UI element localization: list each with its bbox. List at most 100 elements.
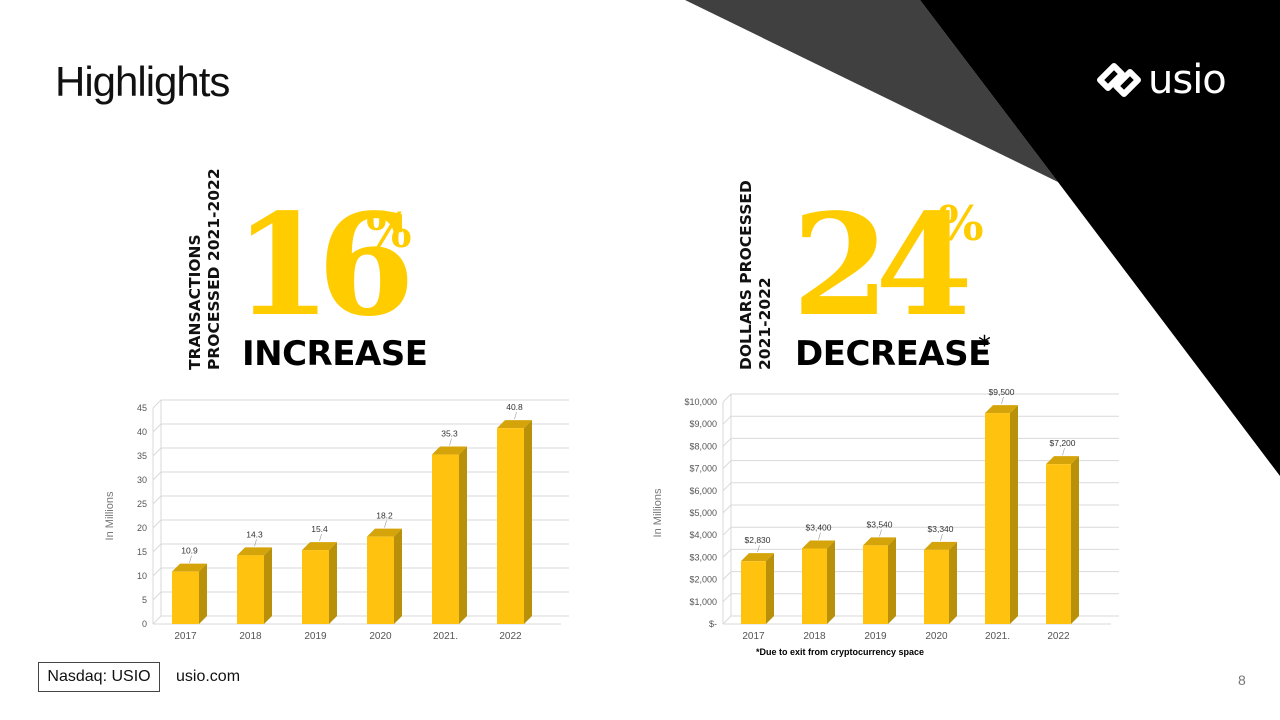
bar-side (199, 563, 207, 624)
y-tick-label: 25 (137, 499, 147, 509)
bar-2022 (1046, 456, 1079, 624)
bar-side (949, 541, 957, 624)
y-tick-label: $- (709, 619, 717, 629)
dollars-asterisk: * (978, 331, 991, 361)
bar-side (394, 528, 402, 624)
y-tick-label: 40 (137, 427, 147, 437)
y-tick-label: 5 (142, 595, 147, 605)
data-label: 18.2 (376, 511, 393, 521)
transactions-label-line2: PROCESSED 2021-2022 (205, 168, 223, 370)
bar-top (172, 563, 207, 572)
data-label-leader (514, 412, 517, 420)
x-tick-label: 2017 (742, 631, 765, 642)
ticker-box: Nasdaq: USIO (38, 662, 160, 692)
bar-2018 (802, 540, 835, 624)
data-label: $3,340 (928, 524, 954, 534)
data-label: $3,540 (867, 519, 893, 529)
data-label: 15.4 (311, 524, 328, 534)
black-triangle (920, 0, 1280, 476)
bar-side (1010, 405, 1018, 624)
footnote: *Due to exit from cryptocurrency space (756, 647, 925, 657)
y-axis-title: In Millions (104, 491, 116, 540)
x-tick-label: 2019 (864, 631, 887, 642)
y-tick-label: 15 (137, 547, 147, 557)
y-tick-label: $6,000 (689, 486, 717, 496)
dollars-percent-sign: % (938, 196, 984, 252)
data-label: 14.3 (246, 529, 263, 539)
bar-front (863, 545, 888, 624)
bar-top (924, 541, 957, 550)
data-label: $3,400 (806, 523, 832, 533)
bar-2018 (237, 547, 272, 624)
data-label-leader (818, 532, 821, 540)
x-tick-label: 2019 (304, 631, 327, 642)
page-title: Highlights (55, 58, 230, 105)
y-tick-label: $7,000 (689, 464, 717, 474)
bar-front (367, 536, 394, 624)
x-tick-label: 2022 (1047, 631, 1070, 642)
data-label-leader (189, 555, 192, 563)
bar-top (302, 542, 337, 551)
bar-2022 (497, 420, 532, 624)
page-number: 8 (1238, 672, 1246, 688)
bar-front (802, 548, 827, 624)
data-label: $7,200 (1050, 438, 1076, 448)
transactions-chart: 0 5 10 15 20 25 30 35 40 45 In Millions 10.9 2017 14.… (104, 399, 569, 642)
transactions-percent: 16 (234, 184, 415, 348)
bar-top (863, 537, 896, 546)
data-label: 35.3 (441, 429, 458, 439)
data-label-leader (1062, 448, 1065, 456)
bar-front (497, 428, 524, 624)
bar-side (827, 540, 835, 624)
transactions-label: TRANSACTIONS PROCESSED 2021-2022 (186, 168, 224, 370)
data-label: $2,830 (745, 535, 771, 545)
y-tick-label: $5,000 (689, 508, 717, 518)
bar-2021 (432, 446, 467, 624)
y-tick-label: $1,000 (689, 597, 717, 607)
usio-logo: usio (1096, 60, 1227, 100)
bar-2019 (302, 542, 337, 624)
bar-side (264, 547, 272, 624)
bar-side (766, 553, 774, 624)
bar-top (985, 405, 1018, 414)
y-axis-title: In Millions (652, 488, 664, 537)
dollars-chart: $- $1,000 $2,000 $3,000 $4,000 $5,000 $6,000 $7… (652, 387, 1119, 642)
y-tick-label: 10 (137, 571, 147, 581)
bar-2017 (741, 553, 774, 624)
website-link[interactable]: usio.com (176, 668, 241, 685)
bar-top (802, 540, 835, 549)
gridline (722, 393, 1119, 403)
y-tick-label: $10,000 (684, 397, 717, 407)
bar-2020 (367, 528, 402, 624)
bar-front (985, 413, 1010, 624)
data-label-leader (1001, 397, 1004, 405)
x-tick-label: 2018 (239, 631, 262, 642)
x-tick-label: 2021. (985, 631, 1010, 642)
y-tick-label: $9,000 (689, 419, 717, 429)
y-tick-label: 45 (137, 403, 147, 413)
data-label-leader (879, 529, 882, 537)
bar-side (459, 446, 467, 624)
gray-triangle (685, 0, 1058, 182)
x-tick-label: 2022 (499, 631, 522, 642)
bar-front (741, 561, 766, 624)
bar-top (432, 446, 467, 455)
bar-front (302, 550, 329, 624)
y-tick-label: 20 (137, 523, 147, 533)
data-label: 10.9 (181, 546, 198, 556)
transactions-label-line1: TRANSACTIONS (186, 234, 204, 370)
bar-2019 (863, 537, 896, 624)
bar-front (1046, 464, 1071, 624)
bar-2017 (172, 563, 207, 624)
bar-top (237, 547, 272, 556)
x-tick-label: 2017 (174, 631, 197, 642)
data-label-leader (757, 545, 760, 553)
bar-front (237, 555, 264, 624)
bar-top (741, 553, 774, 562)
bar-top (1046, 456, 1079, 465)
data-label-leader (254, 539, 257, 547)
gridline (722, 415, 1119, 425)
y-tick-label: 30 (137, 475, 147, 485)
data-label-leader (940, 533, 943, 541)
bar-side (524, 420, 532, 624)
